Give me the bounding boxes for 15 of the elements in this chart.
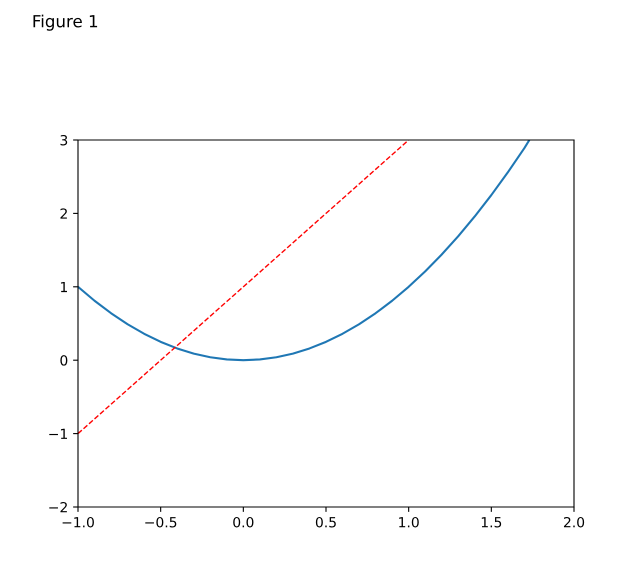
y-tick-label: 3 — [60, 134, 68, 146]
y-tick-label: 2 — [60, 208, 67, 219]
x-tick-label: 1.5 — [482, 517, 502, 528]
y-tick-label: 1 — [60, 282, 67, 292]
x-tick-label: 0.5 — [316, 516, 336, 528]
x-tick-label: 0.0 — [233, 516, 254, 528]
y-tick-label: −1 — [49, 428, 67, 439]
x-tick-label: −1.0 — [62, 516, 94, 528]
x-tick-label: 2.0 — [564, 516, 584, 528]
caption: Figure 1 — [33, 14, 98, 31]
line-series — [78, 140, 530, 362]
x-tick-label: −0.5 — [145, 516, 176, 528]
y-tick-label: −2 — [49, 502, 67, 512]
y-tick-label: 0 — [60, 355, 68, 366]
x-tick-label: 1.0 — [399, 516, 419, 528]
